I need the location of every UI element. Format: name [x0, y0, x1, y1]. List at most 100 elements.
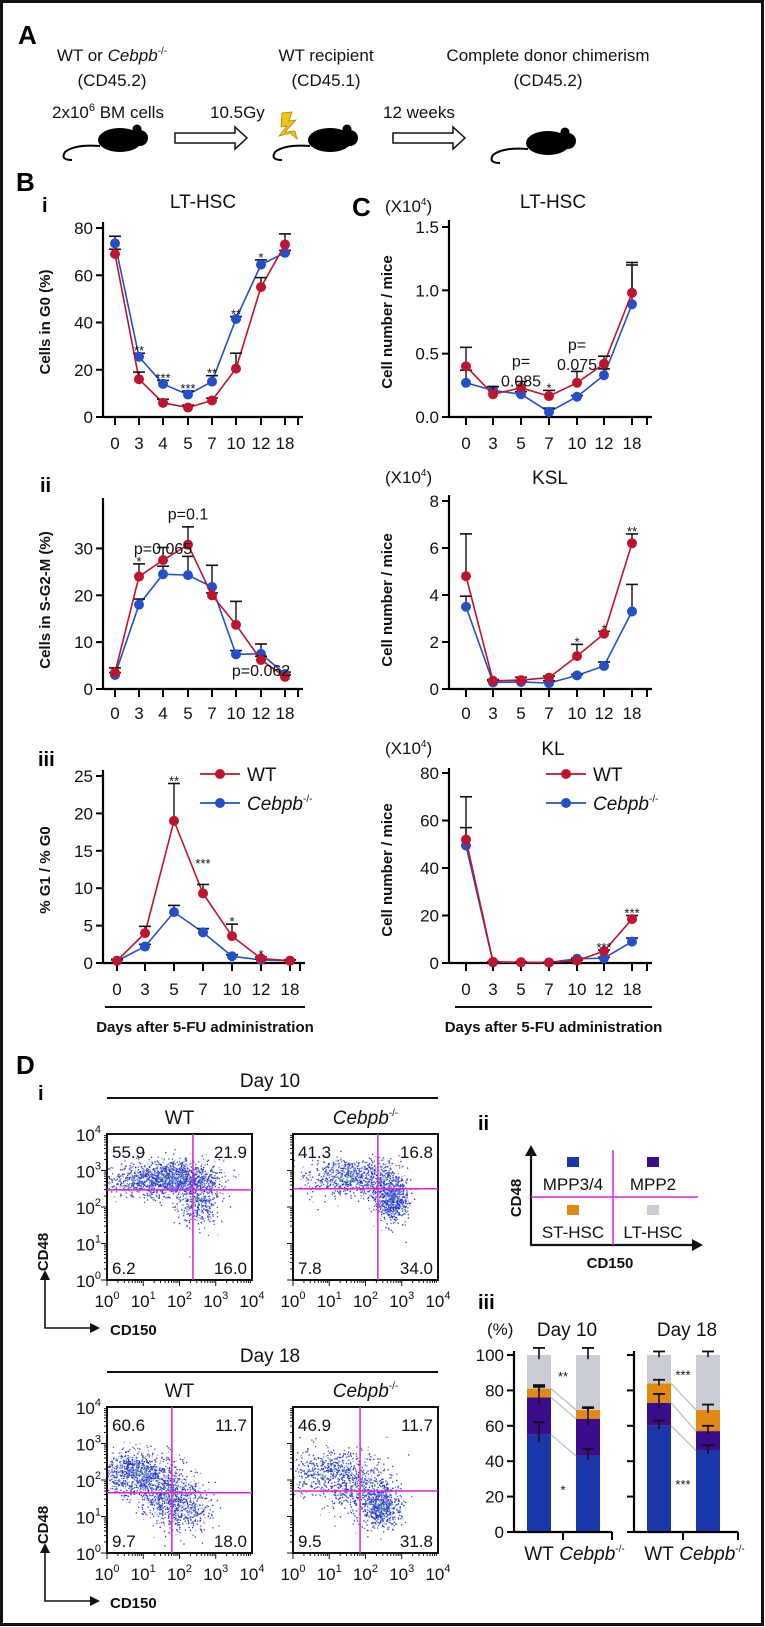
- flow-event-dot: [115, 1482, 117, 1484]
- flow-event-dot: [200, 1165, 202, 1167]
- flow-event-dot: [173, 1160, 176, 1162]
- flow-event-dot: [386, 1200, 388, 1202]
- flow-event-dot: [128, 1474, 130, 1476]
- flow-event-dot: [293, 1159, 296, 1161]
- flow-event-dot: [175, 1185, 177, 1187]
- flow-event-dot: [388, 1160, 390, 1162]
- y-tick-label: 102: [76, 1197, 101, 1218]
- flow-event-dot: [133, 1183, 136, 1185]
- flow-event-dot: [120, 1194, 122, 1197]
- flow-event-dot: [197, 1200, 200, 1202]
- flow-event-dot: [385, 1227, 387, 1229]
- flow-event-dot: [390, 1222, 392, 1225]
- flow-event-dot: [347, 1183, 349, 1186]
- flow-event-dot: [122, 1484, 124, 1487]
- flow-event-dot: [158, 1194, 161, 1196]
- flow-event-dot: [135, 1187, 137, 1189]
- flow-event-dot: [185, 1180, 188, 1182]
- flow-event-dot: [350, 1177, 352, 1179]
- flow-event-dot: [115, 1476, 117, 1479]
- flow-event-dot: [159, 1184, 161, 1186]
- flow-event-dot: [197, 1198, 199, 1200]
- flow-event-dot: [208, 1183, 210, 1185]
- flow-event-dot: [136, 1157, 138, 1159]
- flow-event-dot: [211, 1192, 213, 1194]
- flow-event-dot: [128, 1481, 130, 1483]
- flow-event-dot: [135, 1457, 138, 1459]
- flow-event-dot: [138, 1182, 140, 1185]
- flow-event-dot: [195, 1177, 198, 1180]
- flow-event-dot: [335, 1190, 337, 1192]
- flow-event-dot: [360, 1176, 363, 1179]
- flow-event-dot: [141, 1476, 143, 1478]
- flow-event-dot: [349, 1173, 352, 1175]
- flow-event-dot: [120, 1455, 122, 1458]
- flow-event-dot: [208, 1201, 210, 1203]
- flow-event-dot: [119, 1484, 121, 1487]
- flow-event-dot: [141, 1458, 144, 1461]
- flow-event-dot: [338, 1186, 340, 1188]
- flow-event-dot: [124, 1462, 127, 1464]
- tick-exp: 0: [113, 1290, 119, 1302]
- flow-event-dot: [179, 1157, 181, 1160]
- flow-event-dot: [389, 1211, 392, 1213]
- flow-event-dot: [163, 1471, 166, 1473]
- flow-event-dot: [383, 1210, 385, 1212]
- mouse-ear: [342, 124, 352, 134]
- flow-event-dot: [213, 1183, 216, 1186]
- flow-event-dot: [190, 1163, 192, 1165]
- flow-event-dot: [136, 1183, 138, 1186]
- x-tick-label: 0: [112, 980, 121, 999]
- flow-event-dot: [187, 1186, 189, 1189]
- flow-event-dot: [163, 1158, 165, 1160]
- flow-event-dot: [142, 1175, 144, 1178]
- flow-event-dot: [372, 1197, 374, 1199]
- flow-event-dot: [202, 1158, 205, 1160]
- flow-event-dot: [173, 1153, 175, 1155]
- flow-event-dot: [206, 1187, 208, 1189]
- flow-event-dot: [109, 1466, 112, 1468]
- flow-event-dot: [402, 1201, 404, 1204]
- flow-event-dot: [199, 1186, 202, 1188]
- flow-event-dot: [381, 1185, 384, 1187]
- flow-event-dot: [198, 1203, 200, 1205]
- flow-event-dot: [375, 1177, 377, 1180]
- flow-event-dot: [165, 1181, 167, 1183]
- flow-event-dot: [233, 1169, 235, 1171]
- flow-event-dot: [336, 1185, 338, 1187]
- flow-event-dot: [151, 1173, 153, 1175]
- flow-event-dot: [151, 1161, 153, 1163]
- flow-event-dot: [324, 1201, 326, 1203]
- flow-event-dot: [202, 1171, 204, 1173]
- flow-event-dot: [150, 1181, 152, 1183]
- flow-event-dot: [402, 1179, 404, 1182]
- flow-event-dot: [373, 1197, 375, 1199]
- flow-event-dot: [118, 1452, 121, 1454]
- flow-event-dot: [195, 1168, 197, 1171]
- flow-event-dot: [117, 1183, 119, 1186]
- flow-event-dot: [190, 1198, 193, 1200]
- flow-event-dot: [148, 1187, 151, 1189]
- flow-event-dot: [191, 1204, 193, 1206]
- flow-event-dot: [352, 1181, 355, 1183]
- flow-event-dot: [402, 1192, 404, 1194]
- flow-event-dot: [214, 1175, 216, 1177]
- flow-event-dot: [185, 1173, 187, 1175]
- flow-event-dot: [390, 1216, 392, 1219]
- flow-event-dot: [395, 1216, 397, 1219]
- flow-event-dot: [161, 1184, 164, 1186]
- flow-event-dot: [164, 1175, 166, 1177]
- flow-event-dot: [182, 1177, 184, 1179]
- flow-event-dot: [186, 1177, 188, 1179]
- flow-event-dot: [172, 1206, 174, 1209]
- flow-event-dot: [196, 1170, 198, 1173]
- flow-event-dot: [168, 1178, 171, 1180]
- y-tick-label: 8: [430, 492, 439, 511]
- flow-event-dot: [147, 1465, 149, 1467]
- flow-event-dot: [188, 1206, 190, 1208]
- flow-event-dot: [146, 1193, 148, 1195]
- flow-event-dot: [158, 1196, 160, 1198]
- flow-event-dot: [179, 1179, 182, 1182]
- flow-event-dot: [346, 1179, 348, 1181]
